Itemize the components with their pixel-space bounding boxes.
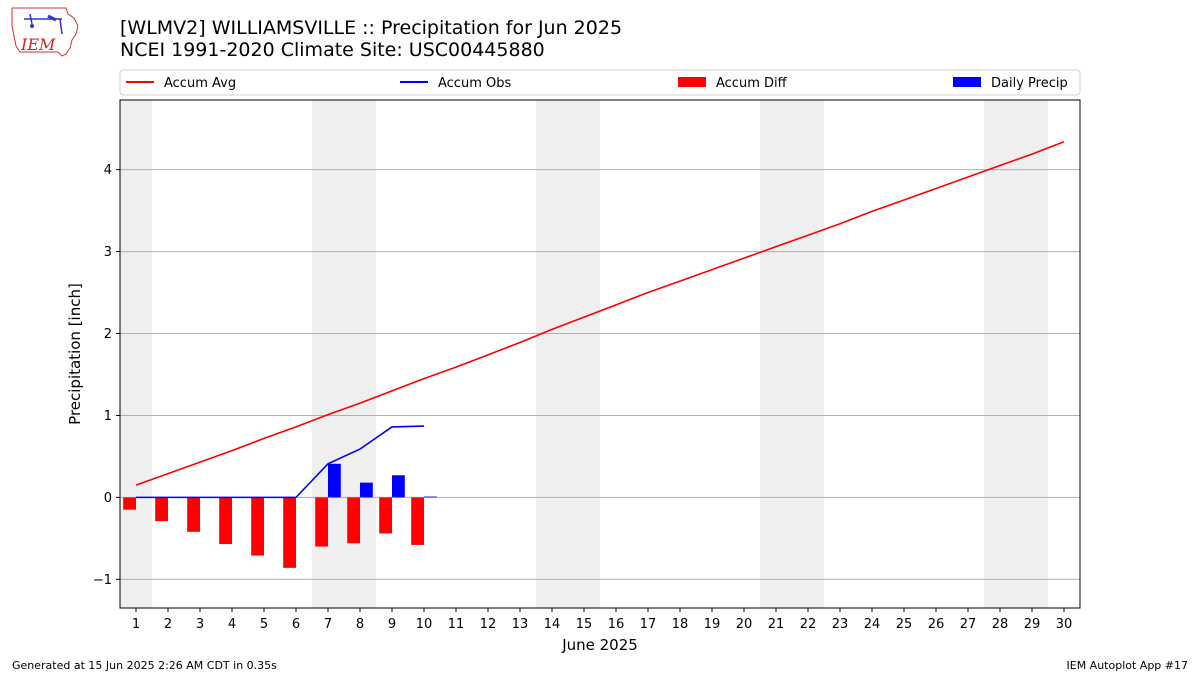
chart-title: [WLMV2] WILLIAMSVILLE :: Precipitation f… xyxy=(120,17,623,39)
accum-diff-bar xyxy=(347,497,360,544)
x-tick-label: 15 xyxy=(576,617,593,632)
daily-precip-bar xyxy=(424,496,437,498)
daily-precip-legend-swatch xyxy=(953,77,981,87)
x-tick-label: 14 xyxy=(544,617,561,632)
accum-avg-legend-label: Accum Avg xyxy=(164,76,236,91)
x-tick-label: 5 xyxy=(260,617,268,632)
accum-diff-bar xyxy=(219,497,232,545)
accum-obs-line xyxy=(136,425,425,499)
y-tick-label: 1 xyxy=(104,409,112,424)
weekend-shade xyxy=(120,100,152,608)
daily-precip-legend-label: Daily Precip xyxy=(991,76,1068,91)
chart-subtitle: NCEI 1991-2020 Climate Site: USC00445880 xyxy=(120,39,545,61)
y-tick-label: 4 xyxy=(104,163,112,178)
accum-diff-bar xyxy=(123,497,136,510)
x-tick-label: 30 xyxy=(1056,617,1073,632)
y-tick-label: 2 xyxy=(104,327,112,342)
x-tick-label: 8 xyxy=(356,617,364,632)
x-tick-label: 24 xyxy=(864,617,881,632)
x-tick-label: 29 xyxy=(1024,617,1041,632)
plot-frame xyxy=(119,99,1081,609)
accum-diff-legend-label: Accum Diff xyxy=(716,76,788,91)
x-tick-label: 28 xyxy=(992,617,1009,632)
accum-diff-bar xyxy=(155,497,168,522)
logo-text: IEM xyxy=(20,35,56,54)
iem-logo: IEM xyxy=(11,7,79,57)
x-tick-label: 9 xyxy=(388,617,396,632)
x-tick-label: 10 xyxy=(416,617,433,632)
accum-diff-legend-swatch xyxy=(678,77,706,87)
x-tick-label: 23 xyxy=(832,617,849,632)
legend-box xyxy=(119,69,1081,96)
x-tick-label: 25 xyxy=(896,617,913,632)
weekend-shade xyxy=(1016,100,1048,608)
daily-precip-bar xyxy=(392,475,405,498)
generated-note: Generated at 15 Jun 2025 2:26 AM CDT in … xyxy=(12,659,277,672)
x-tick-label: 26 xyxy=(928,617,945,632)
x-tick-label: 19 xyxy=(704,617,721,632)
weekend-shade xyxy=(536,100,568,608)
weekend-shade xyxy=(792,100,824,608)
x-tick-label: 11 xyxy=(448,617,465,632)
weekend-shade xyxy=(760,100,792,608)
x-tick-label: 27 xyxy=(960,617,977,632)
x-tick-label: 4 xyxy=(228,617,236,632)
y-tick-label: 3 xyxy=(104,245,112,260)
accum-diff-bar xyxy=(187,497,200,532)
accum-diff-bar xyxy=(411,497,424,545)
daily-precip-bar xyxy=(328,463,341,498)
x-tick-label: 12 xyxy=(480,617,497,632)
x-tick-label: 1 xyxy=(132,617,140,632)
weekend-shade xyxy=(984,100,1016,608)
app-note: IEM Autoplot App #17 xyxy=(1066,659,1189,672)
weekend-shade xyxy=(568,100,600,608)
accum-diff-bar xyxy=(251,497,264,556)
accum-obs-legend-label: Accum Obs xyxy=(438,76,511,91)
x-tick-label: 17 xyxy=(640,617,657,632)
x-tick-label: 13 xyxy=(512,617,529,632)
x-tick-label: 6 xyxy=(292,617,300,632)
x-tick-label: 22 xyxy=(800,617,817,632)
y-tick-label: 0 xyxy=(104,491,112,506)
legend: Accum Avg Accum Obs Accum Diff Daily Precip xyxy=(119,69,1081,96)
x-tick-label: 18 xyxy=(672,617,689,632)
y-axis-label: Precipitation [inch] xyxy=(66,283,84,425)
y-tick-label: −1 xyxy=(93,573,112,588)
x-tick-label: 16 xyxy=(608,617,625,632)
daily-precip-bar xyxy=(360,482,373,498)
x-tick-label: 3 xyxy=(196,617,204,632)
x-tick-label: 20 xyxy=(736,617,753,632)
x-tick-label: 2 xyxy=(164,617,172,632)
x-tick-label: 7 xyxy=(324,617,332,632)
accum-avg-line xyxy=(135,141,1065,486)
accum-diff-bar xyxy=(315,497,328,547)
accum-diff-bar xyxy=(283,497,296,568)
x-axis-label: June 2025 xyxy=(561,636,638,654)
accum-diff-bar xyxy=(379,497,392,534)
x-tick-label: 21 xyxy=(768,617,785,632)
